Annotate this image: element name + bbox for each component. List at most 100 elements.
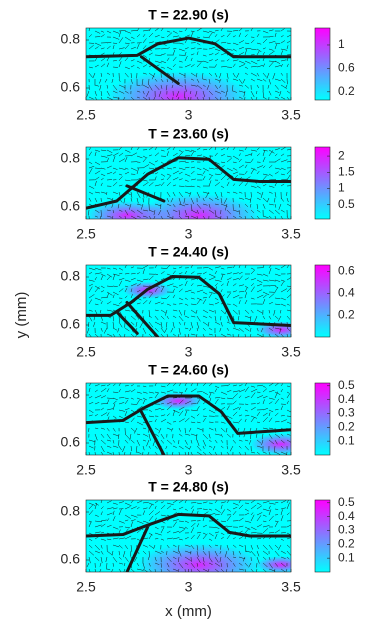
vector-arrow — [280, 550, 286, 554]
vector-arrow — [250, 39, 255, 44]
vector-arrow — [112, 510, 115, 516]
vector-arrow — [214, 173, 221, 175]
vector-arrow — [250, 215, 254, 219]
vector-arrow — [256, 568, 258, 572]
vector-arrow — [142, 209, 149, 212]
vector-arrow — [148, 315, 152, 318]
vector-arrow — [160, 391, 166, 394]
vector-arrow — [166, 167, 173, 170]
vector-arrow — [202, 267, 209, 269]
vector-arrow — [286, 393, 290, 399]
vector-arrow — [190, 271, 195, 275]
vector-arrow — [274, 285, 279, 289]
vector-arrow — [106, 562, 108, 570]
vector-arrow — [256, 550, 260, 557]
vector-arrow — [220, 397, 226, 399]
vector-arrow — [226, 191, 230, 194]
vector-arrow — [262, 408, 269, 411]
vector-arrow — [268, 509, 272, 516]
vector-arrow — [94, 57, 98, 62]
chart-title: T = 23.60 (s) — [148, 126, 229, 142]
vector-arrow — [154, 160, 158, 163]
vector-arrow — [250, 514, 255, 522]
vector-arrow — [184, 520, 189, 523]
interface-curve — [86, 394, 291, 435]
vector-arrow — [104, 78, 108, 83]
vector-arrow — [208, 383, 213, 387]
vector-arrow — [280, 309, 282, 314]
vector-arrow — [256, 402, 261, 405]
vector-arrow — [250, 544, 253, 550]
vector-arrow — [142, 96, 148, 100]
vector-arrow — [130, 568, 135, 572]
vector-arrow — [118, 152, 124, 157]
vector-arrow — [190, 383, 193, 387]
vector-arrow — [94, 502, 99, 506]
vector-arrow — [118, 215, 122, 219]
vector-arrow — [244, 292, 247, 299]
vector-arrow — [172, 550, 179, 554]
vector-arrow — [124, 309, 131, 312]
vector-arrow — [250, 158, 254, 163]
vector-arrow — [190, 57, 193, 62]
vector-arrow — [268, 203, 274, 206]
vector-arrow — [100, 52, 105, 56]
vector-arrow — [100, 301, 103, 305]
vector-arrow — [100, 63, 106, 68]
vector-arrow — [250, 327, 252, 332]
vector-arrow — [148, 292, 154, 299]
vector-arrow — [195, 90, 198, 97]
vector-arrow — [268, 327, 273, 331]
vector-arrow — [124, 439, 129, 444]
vector-arrow — [220, 289, 223, 293]
vector-arrow — [112, 556, 118, 563]
vector-arrow — [154, 407, 162, 411]
vector-arrow — [106, 333, 113, 337]
vector-arrow — [165, 309, 168, 316]
vector-arrow — [214, 333, 217, 337]
vector-arrow — [244, 164, 248, 169]
vector-arrow — [268, 383, 274, 387]
vector-arrow — [238, 158, 242, 163]
vector-arrow — [94, 389, 98, 393]
vector-arrow — [124, 506, 131, 510]
vector-arrow — [268, 502, 276, 505]
vector-arrow — [244, 418, 247, 423]
vector-arrow — [250, 388, 258, 393]
vector-arrow — [280, 451, 287, 455]
vector-arrow — [190, 568, 193, 572]
vector-arrow — [166, 159, 171, 163]
vector-arrow — [136, 90, 141, 93]
vector-arrow — [118, 321, 123, 328]
vector-arrow — [160, 48, 167, 50]
vector-arrow — [250, 168, 255, 175]
vector-arrow — [88, 387, 91, 393]
vector-arrow — [274, 65, 282, 68]
vector-arrow — [86, 90, 90, 97]
vector-arrow — [172, 309, 178, 312]
vector-arrow — [260, 327, 264, 333]
vector-arrow — [154, 505, 157, 510]
vector-arrow — [94, 520, 102, 523]
vector-arrow — [243, 90, 246, 97]
vector-arrow — [142, 562, 145, 569]
vector-arrow — [124, 390, 131, 393]
vector-arrow — [88, 445, 94, 449]
vector-arrow — [262, 451, 267, 454]
vector-arrow — [106, 383, 111, 387]
vector-arrow — [286, 294, 291, 299]
vector-arrow — [88, 147, 92, 151]
vector-arrow — [154, 296, 159, 299]
vector-arrow — [112, 181, 118, 187]
vector-arrow — [172, 294, 176, 299]
vector-arrow — [154, 526, 159, 530]
vector-arrow — [250, 532, 257, 534]
vector-arrow — [94, 161, 101, 165]
vector-arrow — [88, 521, 92, 528]
vector-arrow — [196, 84, 203, 90]
vector-arrow — [286, 265, 290, 269]
vector-arrow — [178, 209, 180, 216]
vector-arrow — [244, 203, 249, 208]
vector-arrow — [112, 303, 120, 307]
vector-arrow — [214, 96, 219, 100]
